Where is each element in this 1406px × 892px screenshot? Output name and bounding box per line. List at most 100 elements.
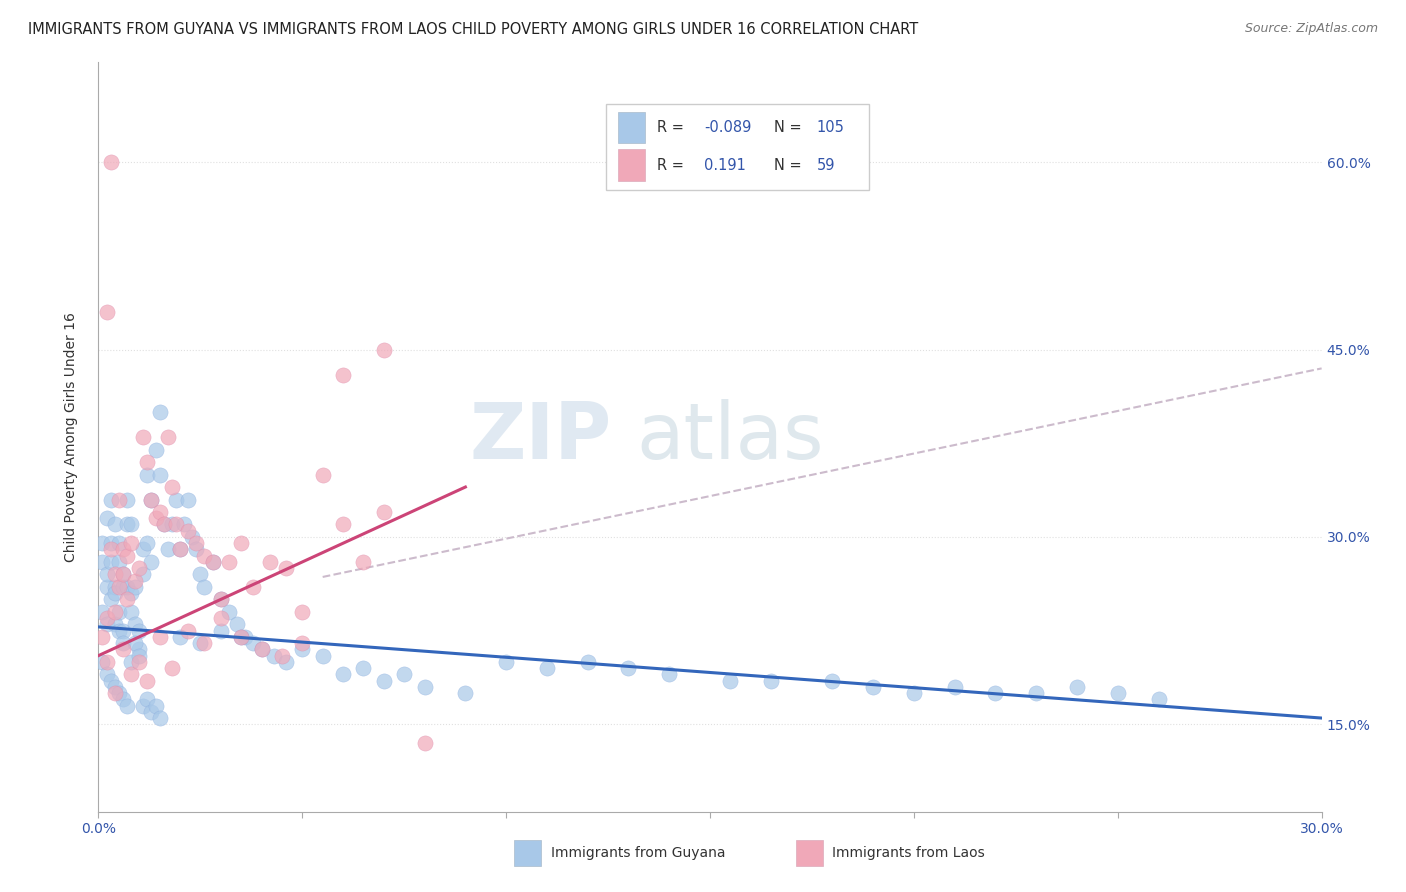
Point (96, 655, 118, 669)
Point (91, 655, 114, 669)
Point (104, 580, 127, 594)
Text: Immigrants from Guyana: Immigrants from Guyana (551, 846, 725, 860)
Point (413, 736, 436, 750)
Point (984, 686, 1007, 700)
Point (136, 467, 159, 482)
Point (169, 630, 191, 644)
Point (136, 455, 159, 469)
Point (120, 586, 142, 600)
Point (149, 630, 172, 644)
Point (124, 574, 146, 588)
Point (193, 580, 215, 594)
Point (96, 580, 118, 594)
Point (165, 517, 187, 532)
Point (177, 624, 200, 638)
Point (141, 492, 163, 507)
Point (209, 611, 232, 625)
Point (1107, 686, 1129, 700)
Y-axis label: Child Poverty Among Girls Under 16: Child Poverty Among Girls Under 16 (63, 312, 77, 562)
Point (91, 605, 114, 619)
Text: IMMIGRANTS FROM GUYANA VS IMMIGRANTS FROM LAOS CHILD POVERTY AMONG GIRLS UNDER 1: IMMIGRANTS FROM GUYANA VS IMMIGRANTS FRO… (28, 22, 918, 37)
Point (111, 636, 134, 650)
Point (149, 405, 172, 419)
Point (152, 517, 174, 532)
Point (149, 505, 172, 519)
Point (186, 542, 208, 557)
Text: ZIP: ZIP (470, 399, 612, 475)
Bar (619, 149, 645, 181)
Point (903, 686, 925, 700)
Point (332, 517, 354, 532)
Point (136, 536, 159, 550)
Text: N =: N = (773, 120, 806, 135)
Point (1147, 692, 1170, 706)
Point (108, 605, 131, 619)
Point (120, 605, 142, 619)
Point (312, 648, 335, 663)
Point (96, 305, 118, 319)
Point (312, 467, 335, 482)
Point (169, 542, 191, 557)
Point (231, 536, 253, 550)
Text: R =: R = (658, 120, 689, 135)
Point (209, 592, 232, 607)
Text: Source: ZipAtlas.com: Source: ZipAtlas.com (1244, 22, 1378, 36)
Text: -0.089: -0.089 (704, 120, 751, 135)
Point (149, 711, 172, 725)
Point (104, 567, 127, 582)
Point (201, 555, 224, 569)
Point (108, 492, 131, 507)
Point (136, 692, 159, 706)
Point (104, 517, 127, 532)
Point (108, 686, 131, 700)
Point (188, 636, 212, 650)
Point (156, 430, 179, 444)
Point (124, 617, 146, 632)
Point (145, 442, 167, 457)
Point (145, 698, 167, 713)
Point (111, 542, 134, 557)
Point (96, 617, 118, 632)
Text: 105: 105 (817, 120, 845, 135)
Bar (515, 840, 541, 866)
Point (91, 536, 114, 550)
Point (352, 555, 374, 569)
Point (149, 467, 172, 482)
Point (124, 636, 146, 650)
Point (115, 517, 138, 532)
Point (145, 511, 167, 525)
Text: Immigrants from Laos: Immigrants from Laos (832, 846, 986, 860)
Point (96, 567, 118, 582)
Point (160, 661, 183, 675)
Point (100, 155, 122, 169)
Point (274, 561, 297, 575)
Point (1066, 680, 1088, 694)
Point (242, 636, 264, 650)
Point (96, 611, 118, 625)
Point (862, 680, 884, 694)
Text: R =: R = (658, 158, 689, 172)
Point (165, 492, 187, 507)
Point (132, 698, 155, 713)
Point (536, 661, 558, 675)
Point (128, 655, 150, 669)
Point (91, 555, 114, 569)
Point (128, 561, 150, 575)
Point (259, 555, 281, 569)
Point (111, 580, 134, 594)
Point (231, 630, 253, 644)
Point (132, 430, 155, 444)
Point (141, 705, 163, 719)
Point (108, 555, 131, 569)
Point (270, 648, 294, 663)
Bar (619, 112, 645, 144)
Point (169, 542, 191, 557)
Point (177, 524, 200, 538)
Point (115, 549, 138, 563)
Point (108, 580, 131, 594)
Point (201, 555, 224, 569)
Point (100, 673, 122, 688)
Point (242, 580, 264, 594)
Bar (796, 840, 823, 866)
Point (108, 624, 131, 638)
